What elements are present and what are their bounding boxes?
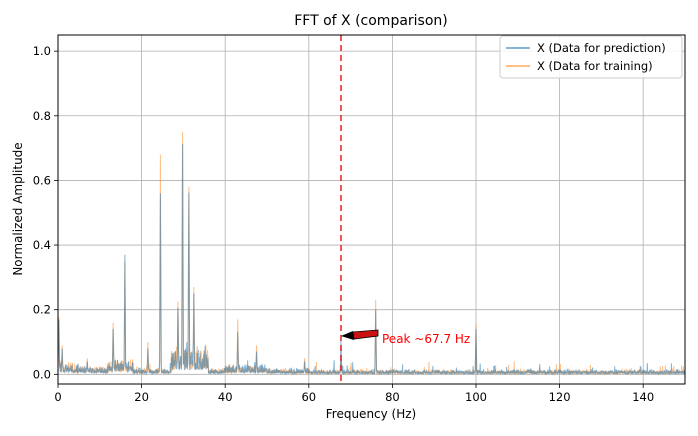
y-tick-label: 0.2 <box>33 303 51 317</box>
series-line-prediction <box>57 144 686 376</box>
chart-title: FFT of X (comparison) <box>294 13 448 29</box>
legend-label-training: X (Data for training) <box>537 59 653 73</box>
y-tick-label: 1.0 <box>33 44 51 58</box>
annotation-text: Peak ~67.7 Hz <box>382 332 470 346</box>
annotation-arrowhead <box>341 331 354 340</box>
annotation-layer: Peak ~67.7 Hz <box>341 329 470 346</box>
y-axis-label: Normalized Amplitude <box>11 142 25 275</box>
x-tick-label: 120 <box>549 390 571 404</box>
x-tick-label: 60 <box>301 390 316 404</box>
ticks-layer: 0 20 40 60 80 100 120 140 0.0 0.2 0.4 0.6 0.8 1.0 <box>33 44 654 404</box>
legend-label-prediction: X (Data for prediction) <box>537 41 666 55</box>
x-tick-label: 80 <box>385 390 400 404</box>
legend-box <box>499 35 683 79</box>
x-tick-label: 100 <box>465 390 487 404</box>
x-tick-label: 0 <box>54 390 61 404</box>
y-tick-label: 0.0 <box>33 367 51 381</box>
legend: X (Data for prediction) X (Data for trai… <box>499 35 683 79</box>
grid <box>57 35 685 384</box>
y-tick-label: 0.8 <box>33 109 51 123</box>
y-tick-label: 0.4 <box>33 238 51 252</box>
x-tick-label: 40 <box>218 390 233 404</box>
x-tick-label: 20 <box>134 390 149 404</box>
plot-frame <box>57 34 686 385</box>
annotation-arrow-body <box>352 329 379 340</box>
series-layer <box>57 131 686 376</box>
x-tick-label: 140 <box>632 390 654 404</box>
y-tick-label: 0.6 <box>33 173 51 187</box>
x-axis-label: Frequency (Hz) <box>326 407 417 421</box>
